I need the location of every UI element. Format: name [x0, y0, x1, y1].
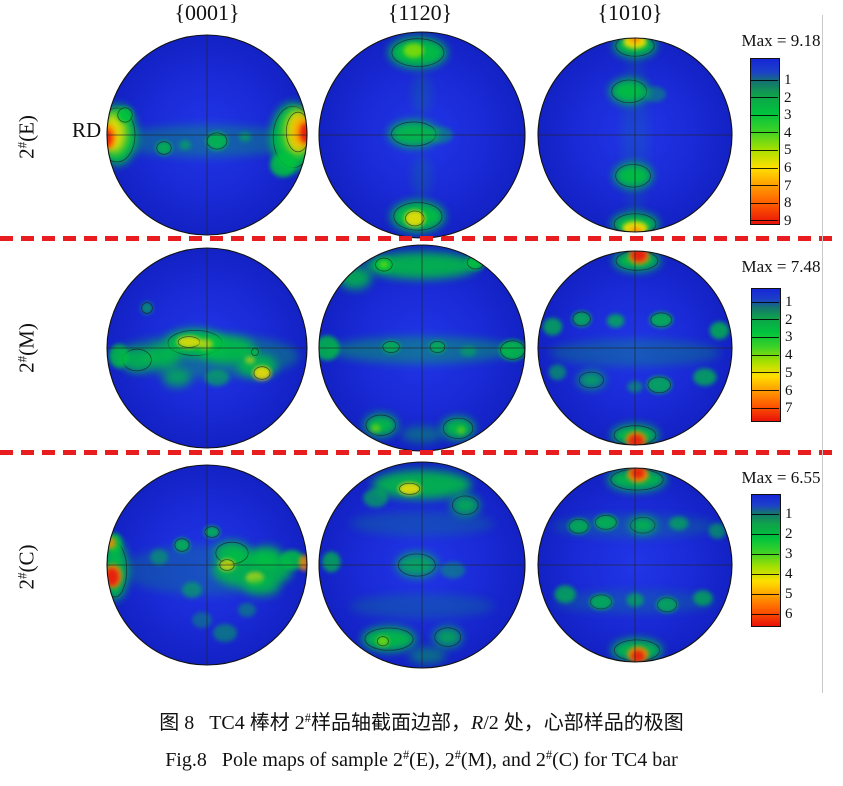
- colorbar-tick-label: 4: [785, 347, 793, 364]
- caption-text: (E), 2: [409, 749, 455, 771]
- caption-text: (M), and 2: [460, 749, 546, 771]
- colorbar-tick-line: [751, 220, 778, 222]
- colorbar-tick-line: [751, 114, 778, 116]
- colorbar-tick-line: [752, 613, 779, 615]
- pole-figure-1010-row2: [538, 251, 732, 445]
- page-rule-line: [822, 15, 823, 693]
- colorbar-tick-line: [752, 354, 779, 356]
- pole-figure-1120-row2: [319, 245, 525, 451]
- colorbar-tick-line: [752, 372, 779, 374]
- caption-text: 样品轴截面边部，: [310, 712, 471, 734]
- colorbar-tick-line: [752, 319, 779, 321]
- colorbar-tick-label: 5: [785, 364, 793, 381]
- column-header-1120: {1120}: [388, 0, 452, 26]
- pole-figure-1120-row1: [319, 32, 525, 238]
- caption-text: Fig.8 Pole maps of sample 2: [165, 749, 403, 771]
- pole-figure-0001-row1: [107, 35, 307, 235]
- caption-text: 图 8 TC4 棒材 2: [159, 712, 305, 734]
- colorbar-tick-label: 5: [785, 586, 793, 602]
- colorbar-tick-label: 9: [784, 212, 792, 229]
- colorbar-tick-line: [752, 336, 779, 339]
- header-overline-text: 1: [630, 0, 641, 25]
- colorbar-tick-label: 6: [785, 382, 793, 399]
- pole-figure-1120-row3: [319, 462, 525, 668]
- colorbar-tick-label: 1: [784, 72, 792, 88]
- caption-superscript: #: [304, 711, 311, 726]
- colorbar-tick-label: 7: [785, 400, 793, 417]
- colorbar-tick-label: 7: [784, 177, 792, 194]
- colorbar-tick-label: 1: [785, 294, 793, 310]
- colorbar-tick-line: [752, 390, 779, 392]
- colorbar-tick-label: 1: [785, 506, 793, 522]
- column-header-1010: {1010}: [597, 0, 662, 26]
- colorbar-tick-label: 3: [785, 329, 793, 346]
- colorbar-tick-label: 4: [785, 566, 793, 582]
- header-text: }: [229, 0, 240, 25]
- colorbar-tick-line: [751, 167, 778, 169]
- colorbar-tick-line: [752, 593, 779, 595]
- colorbar-tick-line: [751, 149, 778, 152]
- pole-figure-0001-row3: [107, 465, 307, 665]
- colorbar-tick-label: 3: [785, 546, 793, 562]
- max-label-row3: Max = 6.55: [741, 468, 821, 487]
- row-separator-dashed-line-1: [0, 236, 838, 241]
- column-header-0001: {0001}: [174, 0, 239, 26]
- header-text: {10: [597, 0, 630, 25]
- caption-text: R: [470, 712, 484, 734]
- colorbar-tick-line: [752, 533, 779, 535]
- colorbar-tick-line: [752, 407, 779, 409]
- colorbar-tick-line: [752, 513, 779, 515]
- max-label-row1: Max = 9.18: [741, 31, 821, 50]
- colorbar-tick-label: 6: [784, 160, 792, 176]
- caption-superscript: #: [402, 748, 410, 763]
- colorbar-tick-line: [752, 553, 779, 555]
- colorbar-gradient-row3: [751, 494, 781, 627]
- header-overline-text: 2: [419, 0, 431, 25]
- caption-text: /2 处，心部样品的极图: [483, 712, 684, 734]
- colorbar-tick-line: [751, 132, 778, 134]
- header-text: 0}: [641, 0, 663, 25]
- colorbar-tick-label: 5: [784, 142, 792, 159]
- colorbar-tick-line: [751, 185, 778, 187]
- pole-figures-canvas: [106, 31, 733, 669]
- colorbar-gradient-row1: [750, 58, 780, 225]
- colorbar-tick-label: 6: [785, 606, 793, 622]
- header-text: 0}: [430, 0, 453, 25]
- pole-figure-1010-row1: [538, 38, 732, 232]
- header-text: {0001: [174, 0, 229, 25]
- colorbar-tick-label: 2: [784, 89, 792, 106]
- header-text: {11: [387, 0, 420, 25]
- caption-text: (C) for TC4 bar: [552, 749, 678, 771]
- caption-english: Fig.8 Pole maps of sample 2#(E), 2#(M), …: [0, 748, 843, 772]
- colorbar-tick-line: [752, 573, 779, 575]
- colorbar-tick-label: 8: [784, 195, 792, 212]
- caption-chinese: 图 8 TC4 棒材 2#样品轴截面边部，R/2 处，心部样品的极图: [0, 706, 843, 735]
- caption-superscript: #: [454, 748, 461, 763]
- colorbar-tick-label: 2: [785, 311, 793, 328]
- row-separator-dashed-line-2: [0, 450, 838, 455]
- colorbar-tick-label: 4: [784, 124, 792, 141]
- pole-figure-0001-row2: [107, 248, 307, 448]
- caption-superscript: #: [545, 748, 553, 763]
- max-label-row2: Max = 7.48: [741, 257, 821, 276]
- pole-figure-1010-row3: [538, 468, 732, 662]
- colorbar-tick-line: [751, 79, 778, 81]
- colorbar-tick-label: 2: [785, 526, 793, 542]
- colorbar-tick-line: [752, 301, 779, 303]
- rd-axis-label: RD: [72, 118, 102, 142]
- colorbar-tick-line: [751, 202, 778, 204]
- colorbar-tick-label: 3: [784, 107, 792, 124]
- colorbar-tick-line: [751, 97, 778, 99]
